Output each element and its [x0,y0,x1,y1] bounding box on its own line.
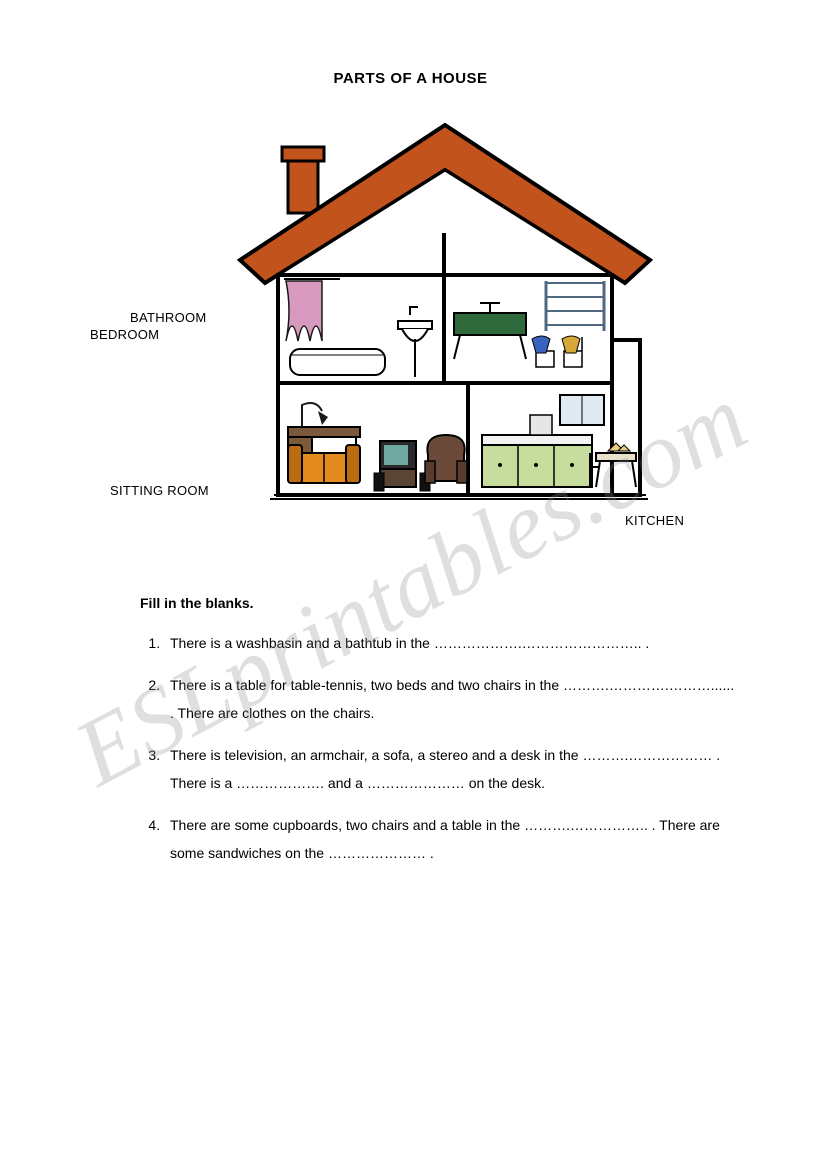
house-svg [230,115,660,535]
label-bathroom: BATHROOM [130,310,207,325]
instruction: Fill in the blanks. [140,595,741,611]
label-bedroom: BEDROOM [90,327,159,342]
house-diagram: BATHROOM BEDROOM SITTING ROOM KITCHEN [80,115,741,555]
question-item: There is television, an armchair, a sofa… [164,741,741,797]
label-sitting-room: SITTING ROOM [110,483,209,498]
page-title: PARTS OF A HOUSE [80,70,741,87]
question-list: There is a washbasin and a bathtub in th… [140,629,741,867]
question-item: There is a table for table-tennis, two b… [164,671,741,727]
question-item: There are some cupboards, two chairs and… [164,811,741,867]
question-item: There is a washbasin and a bathtub in th… [164,629,741,657]
